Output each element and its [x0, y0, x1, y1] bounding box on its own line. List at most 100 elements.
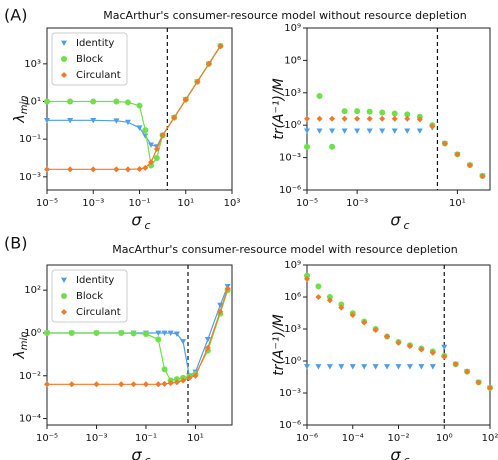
- y-tick-label: 10⁶: [284, 55, 301, 66]
- marker: [384, 333, 391, 340]
- x-tick-label: 10³: [224, 198, 241, 209]
- x-tick-label: 10¹: [187, 433, 204, 444]
- marker: [349, 312, 356, 319]
- marker: [155, 381, 162, 388]
- y-tick-label: 10³: [284, 88, 301, 99]
- marker: [136, 102, 143, 109]
- y-tick-label: 10⁻⁶: [279, 185, 301, 196]
- marker: [155, 330, 162, 336]
- marker: [61, 56, 67, 62]
- panel-label: (B): [4, 234, 27, 253]
- marker: [315, 283, 322, 290]
- marker: [338, 304, 345, 311]
- marker: [372, 364, 379, 370]
- marker: [44, 329, 50, 336]
- marker: [155, 336, 162, 343]
- marker: [372, 327, 379, 334]
- x-label-sub: c: [404, 219, 410, 232]
- x-tick-label: 10⁻⁶: [296, 433, 318, 444]
- marker: [61, 309, 67, 315]
- y-label-main: tr(A⁻¹)/M: [271, 78, 287, 140]
- marker: [217, 308, 224, 315]
- marker: [224, 285, 231, 292]
- legend-box: [51, 32, 128, 86]
- marker: [217, 42, 224, 49]
- x-tick-label: 10⁻⁵: [36, 198, 58, 209]
- marker: [429, 349, 436, 356]
- marker: [90, 166, 97, 173]
- x-tick-label: 10⁻¹: [128, 198, 150, 209]
- marker: [173, 379, 180, 386]
- marker: [361, 319, 368, 326]
- marker: [379, 115, 386, 122]
- x-label-sub: c: [145, 454, 151, 460]
- y-tick-label: 10²: [24, 285, 41, 296]
- marker: [404, 115, 411, 122]
- panel-title: MacArthur's consumer-resource model with…: [112, 243, 457, 256]
- legend-label: Identity: [76, 275, 114, 286]
- marker: [159, 132, 166, 139]
- y-label-main: tr(A⁻¹)/M: [271, 314, 287, 376]
- marker: [205, 60, 212, 67]
- marker: [136, 125, 143, 131]
- plot-frame: [46, 264, 233, 426]
- marker: [404, 111, 411, 118]
- marker: [418, 346, 425, 353]
- marker: [124, 119, 131, 126]
- marker: [406, 343, 413, 350]
- marker: [194, 78, 201, 85]
- marker: [142, 381, 149, 388]
- x-tick-label: 10¹: [177, 198, 194, 209]
- marker: [341, 115, 348, 122]
- marker: [329, 128, 336, 134]
- y-tick-label: 10³: [24, 59, 41, 70]
- marker: [329, 143, 336, 150]
- marker: [173, 331, 180, 337]
- y-tick-label: 10¹: [24, 97, 41, 108]
- marker: [395, 339, 402, 346]
- x-tick-label: 10²: [482, 433, 498, 444]
- marker: [161, 380, 168, 387]
- marker: [142, 164, 149, 171]
- marker: [93, 329, 100, 336]
- y-tick-label: 10⁹: [284, 260, 301, 271]
- marker: [479, 172, 486, 179]
- legend-box: [51, 269, 128, 323]
- marker: [217, 302, 224, 309]
- marker: [142, 127, 149, 134]
- marker: [329, 115, 336, 122]
- marker: [315, 294, 322, 300]
- panel-title: MacArthur's consumer-resource model with…: [103, 9, 466, 22]
- marker: [44, 98, 50, 105]
- legend-label: Block: [76, 54, 103, 65]
- y-tick-label: 10⁰: [284, 356, 301, 367]
- marker: [68, 381, 75, 388]
- marker: [466, 162, 473, 169]
- marker: [124, 99, 131, 106]
- marker: [416, 128, 423, 134]
- marker: [130, 381, 137, 388]
- marker: [441, 353, 448, 360]
- marker: [487, 384, 493, 391]
- marker: [452, 361, 459, 368]
- y-label: tr(A⁻¹)/M: [271, 78, 287, 140]
- marker: [304, 272, 310, 279]
- marker: [354, 115, 361, 122]
- marker: [204, 344, 211, 351]
- marker: [304, 128, 310, 134]
- marker: [354, 128, 361, 134]
- marker: [182, 96, 189, 103]
- x-tick-label: 10¹: [449, 198, 466, 209]
- marker: [44, 117, 50, 124]
- marker: [326, 297, 333, 304]
- marker: [44, 166, 50, 173]
- marker: [366, 115, 373, 122]
- x-tick-label: 10⁻²: [387, 433, 409, 444]
- marker: [186, 374, 193, 381]
- marker: [341, 128, 348, 134]
- marker: [338, 301, 345, 308]
- marker: [326, 294, 333, 300]
- marker: [391, 115, 398, 122]
- marker: [142, 133, 149, 139]
- y-label: λmin: [12, 331, 30, 359]
